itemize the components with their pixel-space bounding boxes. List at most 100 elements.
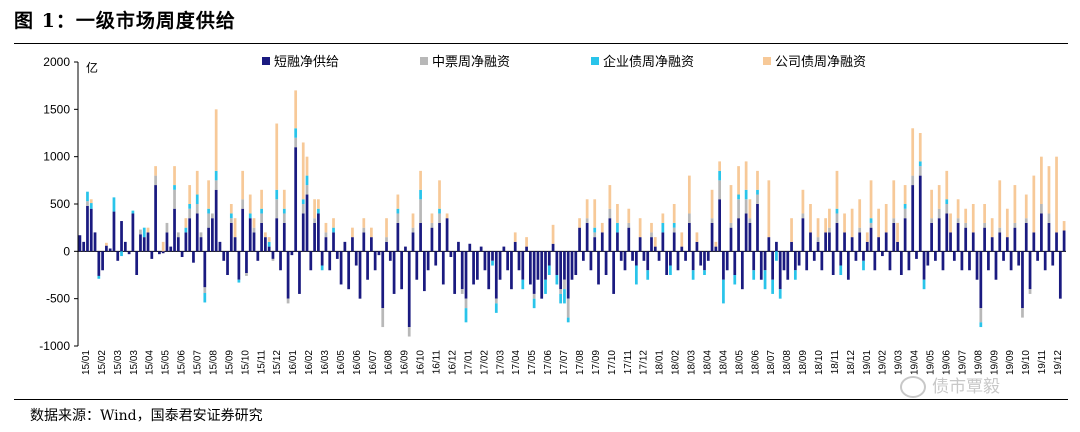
x-tick-label: 19/07 — [957, 350, 968, 375]
bar-short — [786, 251, 790, 280]
bar-corp_enterprise — [722, 279, 725, 304]
bar-short — [351, 237, 354, 252]
bar-corp_enterprise — [563, 289, 566, 304]
x-tick-label: 19/03 — [894, 350, 905, 375]
bar-short — [400, 251, 404, 290]
bar-short — [585, 222, 589, 252]
bar-short — [589, 251, 593, 271]
bar-mtn — [869, 222, 873, 228]
bar-corp_enterprise — [733, 275, 737, 285]
bar-short — [487, 251, 491, 290]
bar-company — [672, 204, 676, 223]
bar-short — [771, 251, 774, 280]
bar-short — [248, 218, 252, 252]
bar-short — [460, 251, 464, 290]
bar-short — [362, 232, 366, 252]
x-tick-label: 17/02 — [479, 350, 490, 375]
bar-corp_enterprise — [775, 251, 778, 261]
bar-corp_enterprise — [922, 279, 926, 290]
bar-corp_enterprise — [521, 279, 525, 290]
bar-short — [271, 251, 275, 259]
legend-swatch-corp_enterprise — [591, 57, 599, 65]
bar-short — [313, 222, 316, 252]
bar-company — [438, 180, 441, 209]
bar-short — [566, 251, 570, 299]
bar-short — [657, 251, 661, 261]
bar-short — [279, 251, 282, 271]
bar-short — [370, 237, 373, 252]
bar-short — [211, 218, 214, 252]
bar-short — [529, 251, 532, 285]
bar-short — [256, 251, 260, 261]
bar-company — [173, 166, 176, 186]
bar-company — [608, 185, 612, 209]
x-tick-label: 19/05 — [926, 350, 937, 375]
bar-mtn — [313, 218, 316, 223]
bar-mtn — [983, 222, 986, 228]
bar-mtn — [203, 287, 207, 293]
x-tick-label: 17/04 — [511, 350, 522, 375]
x-tick-label: 19/12 — [1053, 350, 1064, 375]
bar-short — [472, 251, 475, 285]
bar-short — [233, 237, 237, 252]
bar-short — [650, 237, 653, 252]
bar-short — [714, 246, 718, 252]
bar-corp_enterprise — [203, 292, 207, 303]
bar-short — [415, 251, 419, 280]
x-tick-label: 18/04 — [703, 350, 714, 375]
x-tick-label: 15/05 — [161, 350, 172, 375]
x-tick-label: 15/04 — [145, 350, 156, 375]
x-tick-label: 17/06 — [543, 350, 554, 375]
bar-mtn — [282, 213, 286, 223]
x-tick-label: 17/03 — [495, 350, 506, 375]
bar-company — [687, 175, 691, 214]
bar-mtn — [956, 218, 960, 223]
bar-short — [752, 251, 756, 271]
bar-corp_enterprise — [646, 270, 650, 280]
bar-short — [581, 251, 585, 261]
bar-mtn — [892, 218, 896, 223]
bar-short — [793, 251, 797, 271]
bar-mtn — [816, 237, 820, 242]
bar-corp_enterprise — [294, 128, 298, 138]
x-tick-label: 19/10 — [1021, 350, 1032, 375]
bar-short — [945, 213, 949, 252]
bar-corp_enterprise — [317, 208, 320, 214]
bar-short — [298, 251, 301, 294]
x-tick-label: 18/04 — [718, 350, 729, 375]
bar-short — [812, 251, 816, 261]
bar-company — [790, 218, 793, 242]
bar-corp_enterprise — [229, 213, 233, 219]
bar-mtn — [710, 218, 714, 223]
bar-mtn — [229, 218, 233, 223]
y-tick-label: -500 — [46, 292, 70, 306]
bar-company — [729, 185, 733, 223]
bar-company — [710, 189, 714, 219]
x-tick-label: 15/11 — [256, 350, 267, 375]
bar-company — [616, 204, 619, 223]
x-tick-label: 17/01 — [463, 350, 474, 375]
bar-corp_enterprise — [547, 265, 551, 275]
bar-company — [718, 161, 721, 171]
bar-company — [843, 213, 846, 233]
bar-short — [642, 251, 646, 261]
bar-short — [733, 251, 737, 275]
bar-short — [968, 251, 971, 271]
bar-short — [884, 232, 888, 252]
x-tick-label: 17/05 — [527, 350, 538, 375]
bar-short — [491, 251, 494, 261]
bar-company — [650, 222, 653, 233]
bar-company — [241, 170, 245, 200]
bar-mtn — [979, 308, 983, 323]
bar-short — [203, 251, 207, 288]
bar-company — [956, 199, 960, 219]
bar-short — [994, 251, 998, 280]
bar-short — [146, 232, 150, 252]
bar-company — [850, 208, 854, 238]
bar-company — [896, 222, 899, 242]
bar-short — [294, 147, 298, 252]
bar-short — [366, 251, 369, 280]
bar-mtn — [430, 222, 434, 228]
bar-mtn — [650, 232, 653, 238]
bar-short — [123, 241, 127, 252]
